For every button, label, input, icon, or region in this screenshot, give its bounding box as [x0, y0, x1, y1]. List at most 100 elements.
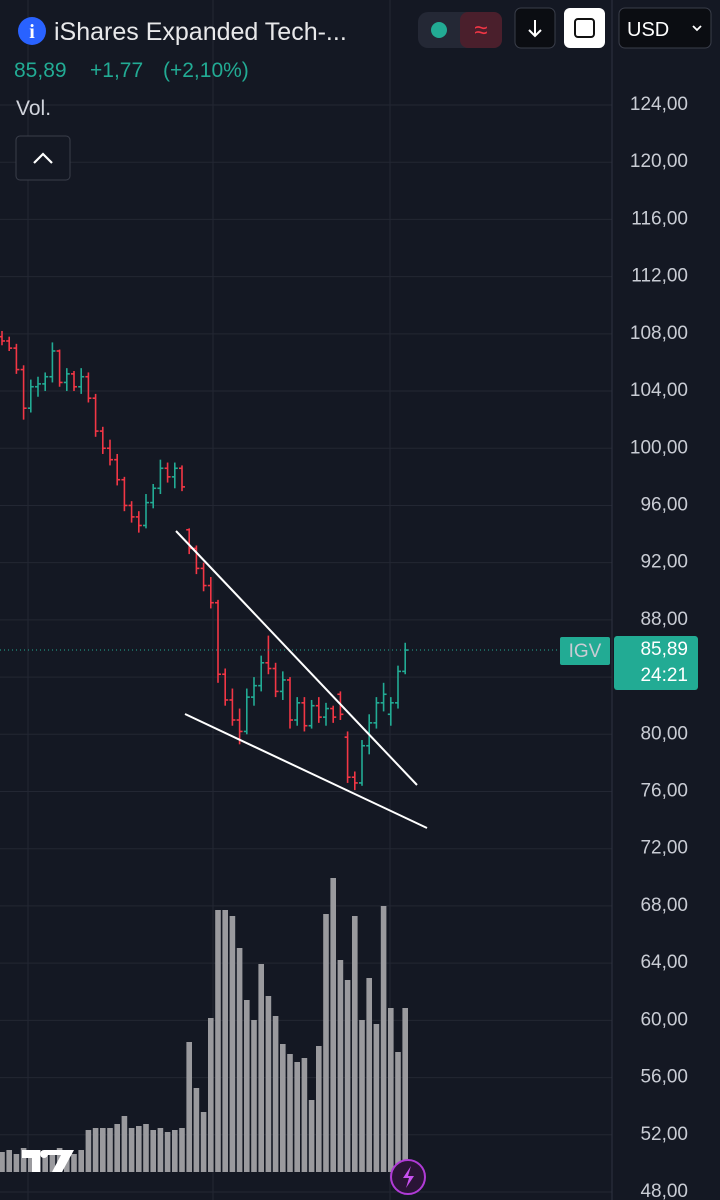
volume-bar: [308, 1100, 315, 1172]
volume-bar: [100, 1128, 106, 1172]
volume-bar: [380, 906, 387, 1172]
volume-bar: [272, 1016, 279, 1172]
change: +1,77: [90, 59, 143, 82]
volume-bar: [373, 1024, 380, 1172]
y-tick-label: 48,00: [640, 1181, 688, 1200]
y-tick-label: 72,00: [640, 838, 688, 859]
volume-bar: [323, 914, 329, 1172]
volume-bar: [13, 1154, 20, 1172]
price-tag: [614, 636, 698, 691]
price-tag-value: 85,89: [640, 639, 688, 660]
volume-bar: [143, 1124, 149, 1172]
instrument-title: iShares Expanded Tech-...: [54, 18, 347, 46]
volume-bar: [294, 1062, 300, 1172]
volume-bar: [71, 1154, 77, 1172]
volume-bar: [150, 1130, 156, 1172]
volume-bar: [402, 1008, 408, 1172]
trend-line: [175, 530, 418, 786]
symbol-tag: [560, 637, 610, 666]
y-tick-label: 60,00: [640, 1009, 688, 1030]
volume-bar: [128, 1128, 135, 1172]
last-price: 85,89: [14, 59, 67, 82]
volume-bar: [172, 1130, 178, 1172]
y-tick-label: 124,00: [630, 94, 688, 115]
volume-bar: [193, 1088, 200, 1172]
y-tick-label: 112,00: [631, 266, 688, 287]
y-tick-label: 92,00: [640, 552, 688, 573]
y-tick-label: 116,00: [631, 208, 688, 229]
y-tick-label: 88,00: [640, 609, 688, 630]
volume-bar: [121, 1116, 128, 1172]
tv-logo-dot: [40, 1150, 48, 1158]
volume-bar: [316, 1046, 322, 1172]
volume-bar: [49, 1152, 56, 1172]
volume-bar: [388, 1008, 394, 1172]
y-tick-label: 64,00: [640, 952, 688, 973]
layout-glyph: [574, 18, 595, 38]
volume-bar: [208, 1018, 214, 1172]
y-tick-label: 68,00: [640, 895, 688, 916]
y-tick-label: 120,00: [630, 151, 688, 172]
y-tick-label: 108,00: [630, 323, 688, 344]
volume-bar: [136, 1126, 142, 1172]
info-glyph: i: [29, 21, 35, 43]
caret: [692, 25, 702, 32]
volume-bar: [280, 1044, 286, 1172]
delay-badge: [460, 12, 502, 48]
volume-bar: [114, 1124, 120, 1172]
volume-bar: [337, 960, 344, 1172]
volume-bar: [359, 1020, 365, 1172]
currency: USD: [627, 19, 669, 41]
symbol: IGV: [569, 641, 602, 662]
change-pct: (+2,10%): [163, 59, 249, 82]
volume-label: Vol.: [16, 97, 51, 120]
tv-logo: [22, 1150, 74, 1172]
volume-bar: [164, 1132, 171, 1172]
layout-button[interactable]: [564, 8, 605, 48]
volume-bar: [251, 1020, 257, 1172]
delay-glyph: ≈: [474, 17, 487, 44]
y-tick-label: 76,00: [640, 781, 688, 802]
volume-bar: [186, 1042, 192, 1172]
currency-select[interactable]: [618, 7, 712, 49]
volume-bar: [258, 964, 264, 1172]
volume-bar: [157, 1128, 164, 1172]
volume-bar: [222, 910, 228, 1172]
volume-bar: [229, 916, 236, 1172]
volume-bar: [265, 996, 272, 1172]
volume-bar: [287, 1054, 293, 1172]
lightning-glyph: [403, 1166, 414, 1188]
up-chevron: [33, 152, 53, 164]
volume-bar: [301, 1058, 308, 1172]
market-dot: [431, 22, 447, 38]
volume-bar: [85, 1130, 92, 1172]
countdown: 24:21: [640, 665, 688, 686]
trend-line: [184, 713, 428, 829]
volume-bar: [215, 910, 221, 1172]
volume-bar: [352, 916, 358, 1172]
volume-bar: [20, 1148, 27, 1172]
volume-bar: [330, 878, 336, 1172]
volume-bar: [236, 948, 243, 1172]
y-tick-label: 96,00: [640, 494, 688, 515]
volume-bar: [244, 1000, 250, 1172]
volume-bar: [179, 1128, 185, 1172]
volume-bar: [6, 1150, 12, 1172]
y-tick-label: 80,00: [640, 723, 688, 744]
y-tick-label: 52,00: [640, 1124, 688, 1145]
info-icon[interactable]: [18, 17, 46, 45]
y-tick-label: 104,00: [630, 380, 688, 401]
volume-bar: [42, 1154, 48, 1172]
volume-bar: [344, 980, 351, 1172]
collapse-button[interactable]: [15, 135, 71, 181]
volume-bar: [366, 978, 372, 1172]
down-arrow: [528, 20, 542, 38]
volume-bar: [107, 1128, 113, 1172]
volume-bar: [92, 1128, 99, 1172]
y-tick-label: 100,00: [630, 437, 688, 458]
volume-bar: [200, 1112, 207, 1172]
y-tick-label: 56,00: [640, 1067, 688, 1088]
volume-bar: [78, 1150, 84, 1172]
